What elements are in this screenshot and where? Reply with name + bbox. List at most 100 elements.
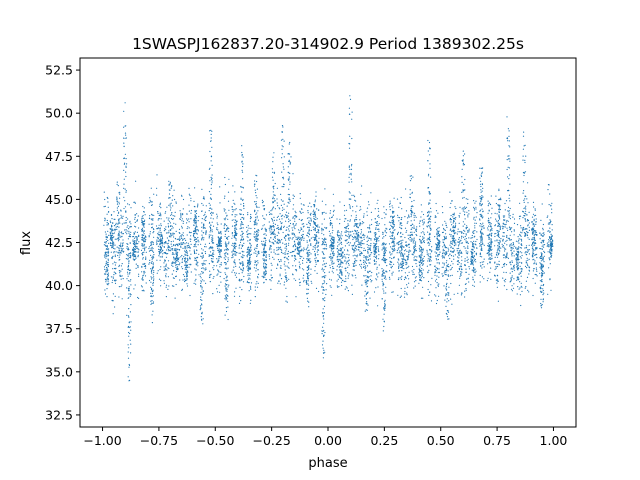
data-point [124,222,126,224]
data-point [540,219,542,221]
data-point [465,252,467,254]
data-point [141,217,143,219]
data-point [457,292,459,294]
data-point [494,256,496,258]
data-point [426,265,428,267]
data-point [346,242,348,244]
data-point [546,216,548,218]
data-point [361,252,363,254]
data-point [466,226,468,228]
data-point [543,244,546,246]
data-point [190,212,192,214]
data-point [468,273,470,275]
data-point [254,247,256,249]
data-point [130,207,132,209]
data-point [473,207,475,210]
data-point [366,240,368,243]
data-point [225,277,227,279]
data-point [391,253,393,255]
data-point [269,213,271,216]
data-point [150,276,152,278]
data-point [450,221,452,223]
data-point [194,237,196,239]
data-point [176,268,178,270]
data-point [382,282,384,284]
data-point [314,229,316,231]
data-point [186,279,188,281]
data-point [368,262,370,264]
data-point [528,266,530,268]
data-point [458,222,460,224]
data-point [170,214,172,216]
data-point [201,313,203,315]
data-point [374,218,376,220]
data-point [541,203,543,205]
data-point [203,214,205,217]
data-point [375,278,377,280]
data-point [363,255,365,257]
data-point [142,238,144,240]
data-point [487,242,489,244]
data-point [247,214,249,216]
data-point [392,271,394,273]
data-point [231,214,233,216]
data-point [534,260,536,262]
data-point [528,244,530,246]
data-point [443,262,445,264]
data-point [330,257,332,259]
data-point [488,222,490,224]
data-point [156,236,158,238]
data-point [460,231,462,233]
data-point [283,263,285,265]
data-point [107,261,109,263]
data-point [182,243,184,245]
data-point [195,221,197,223]
data-point [285,272,287,274]
data-point [292,245,295,247]
data-point [400,218,402,221]
data-point [255,252,257,254]
data-point [120,209,122,211]
data-point [272,208,274,210]
data-point [105,238,107,240]
data-point [228,243,230,245]
data-point [281,239,283,241]
data-point [130,231,132,233]
data-point [261,227,263,229]
data-point [107,197,109,199]
data-point [338,244,340,246]
data-point [490,234,492,236]
data-point [185,271,187,273]
data-point [431,250,433,252]
data-point [398,206,400,208]
data-point [541,248,544,250]
data-point [513,222,516,224]
data-point [107,259,109,261]
data-point [190,197,192,199]
data-point [329,233,331,235]
data-point [225,279,227,281]
data-point [295,216,297,218]
data-point [488,209,490,211]
data-point [314,258,316,260]
data-point [238,252,240,254]
data-point [184,250,186,252]
data-point [339,235,341,237]
data-point [234,191,236,193]
data-point [202,263,204,265]
data-point [169,203,171,205]
data-point [389,231,391,233]
data-point [337,286,339,288]
data-point [383,277,385,279]
data-point [177,264,179,266]
data-point [488,219,490,221]
data-point [438,271,440,274]
data-point [458,237,460,239]
data-point [263,208,265,210]
data-point [482,222,484,224]
data-point [152,241,154,243]
data-point [249,302,251,304]
data-point [460,265,462,267]
data-point [142,275,144,277]
data-point [488,225,490,227]
